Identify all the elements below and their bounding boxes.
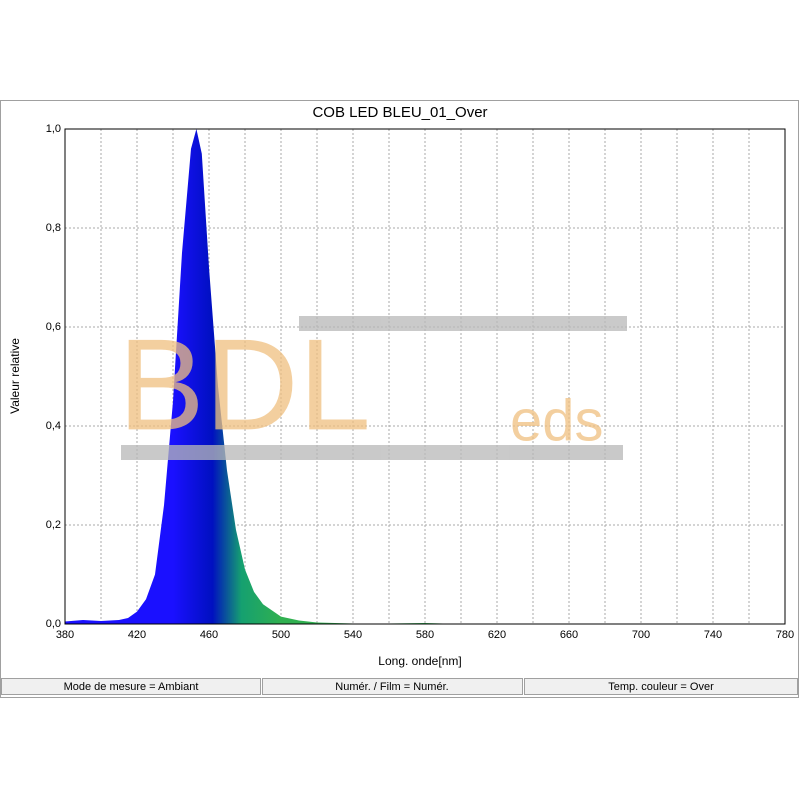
watermark-suffix: eds xyxy=(510,388,604,453)
watermark-bar xyxy=(299,316,627,331)
x-tick-label: 740 xyxy=(704,629,722,641)
x-tick-label: 420 xyxy=(128,629,146,641)
watermark-main: BDL xyxy=(118,311,371,457)
x-axis-label: Long. onde[nm] xyxy=(378,654,461,668)
x-tick-label: 620 xyxy=(488,629,506,641)
status-panel xyxy=(524,678,798,695)
y-tick-label: 0,4 xyxy=(46,420,61,432)
x-tick-label: 660 xyxy=(560,629,578,641)
watermark-bar xyxy=(121,445,623,460)
status-text: Mode de mesure = Ambiant xyxy=(64,681,199,693)
chart-title: COB LED BLEU_01_Over xyxy=(312,104,487,121)
spectrum-area xyxy=(65,129,785,624)
y-tick-label: 1,0 xyxy=(46,123,61,135)
x-tick-label: 380 xyxy=(56,629,74,641)
x-tick-label: 460 xyxy=(200,629,218,641)
status-text: Temp. couleur = Over xyxy=(608,681,714,693)
status-panel xyxy=(262,678,523,695)
y-tick-label: 0,6 xyxy=(46,321,61,333)
x-tick-label: 700 xyxy=(632,629,650,641)
status-panel xyxy=(1,678,261,695)
x-tick-label: 540 xyxy=(344,629,362,641)
plot-border xyxy=(64,128,786,625)
plot: 0,0 0,2 0,4 0,6 0,8 1,0 380 420 460 500 540 580 620 6… xyxy=(46,123,794,641)
status-text: Numér. / Film = Numér. xyxy=(335,681,448,693)
y-tick-label: 0,2 xyxy=(46,519,61,531)
x-tick-label: 500 xyxy=(272,629,290,641)
y-tick-label: 0,0 xyxy=(46,618,61,630)
x-tick-label: 580 xyxy=(416,629,434,641)
y-axis-label: Valeur relative xyxy=(8,338,22,414)
x-tick-label: 780 xyxy=(776,629,794,641)
y-tick-label: 0,8 xyxy=(46,222,61,234)
watermark: BDL eds xyxy=(118,311,627,460)
